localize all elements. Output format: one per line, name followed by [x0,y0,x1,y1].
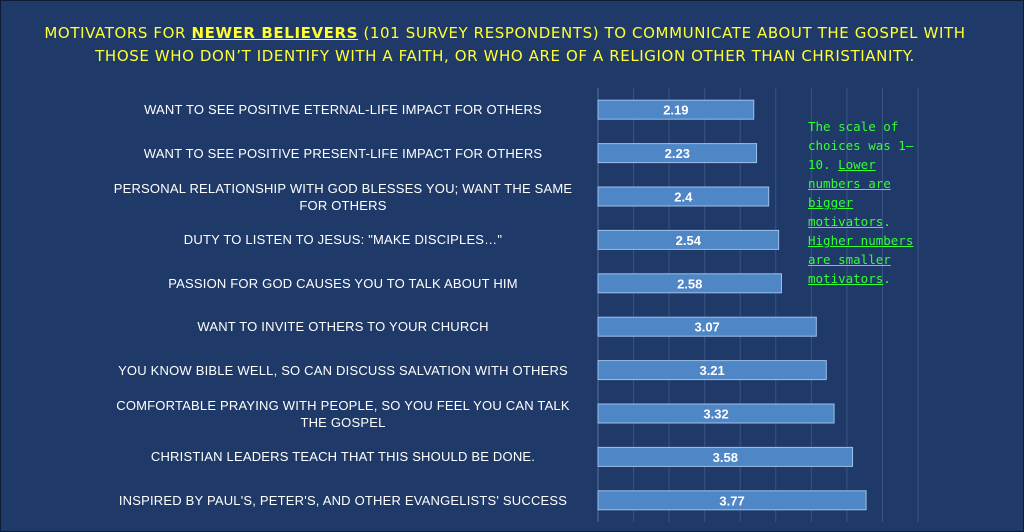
bar [597,316,817,337]
data-label: 3.32 [703,407,728,422]
category-label: WANT TO SEE POSITIVE ETERNAL-LIFE IMPACT… [144,102,542,118]
bar [597,446,854,467]
bar [597,403,835,424]
note-end: . [883,271,891,286]
note-underlined: Lower numbers are bigger motivators [808,157,891,229]
category-label: PASSION FOR GOD CAUSES YOU TO TALK ABOUT… [168,275,518,291]
title-after: (101 SURVEY RESPONDENTS) TO COMMUNICATE … [95,24,966,65]
data-label: 3.07 [694,320,719,335]
bar [597,490,867,511]
title-highlight: NEWER BELIEVERS [191,24,359,42]
data-label: 2.23 [665,146,690,161]
data-label: 3.21 [699,363,724,378]
bar [597,273,782,294]
category-label: CHRISTIAN LEADERS TEACH THAT THIS SHOULD… [150,449,536,465]
data-label: 2.54 [676,233,702,248]
category-label: WANT TO INVITE OTHERS TO YOUR CHURCH [197,319,489,335]
category-label: INSPIRED BY PAUL'S, PETER'S, AND OTHER E… [118,492,568,508]
category-label: YOU KNOW BIBLE WELL, SO CAN DISCUSS SALV… [118,362,568,378]
data-label: 3.77 [719,493,744,508]
data-label: 2.4 [674,190,693,205]
category-label: COMFORTABLE PRAYING WITH PEOPLE, SO YOU … [116,397,570,430]
scale-note: The scale of choices was 1—10. Lower num… [808,117,930,288]
data-label: 3.58 [713,450,738,465]
chart-title: MOTIVATORS FOR NEWER BELIEVERS (101 SURV… [40,22,970,68]
data-label: 2.19 [663,103,688,118]
data-label: 2.58 [677,276,702,291]
bar [597,360,827,381]
category-label: WANT TO SEE POSITIVE PRESENT-LIFE IMPACT… [143,145,543,161]
note-underlined-2: Higher numbers are smaller motivators [808,233,914,286]
category-label: PERSONAL RELATIONSHIP WITH GOD BLESSES Y… [113,180,573,213]
bar [597,99,755,120]
bar [597,143,758,164]
bar [597,186,770,207]
title-before: MOTIVATORS FOR [44,24,192,42]
category-label: DUTY TO LISTEN TO JESUS: "MAKE DISCIPLES… [183,232,503,248]
note-middle: . [883,214,891,229]
bar [597,229,780,250]
note-plain: The scale of choices was 1—10. [808,119,914,172]
